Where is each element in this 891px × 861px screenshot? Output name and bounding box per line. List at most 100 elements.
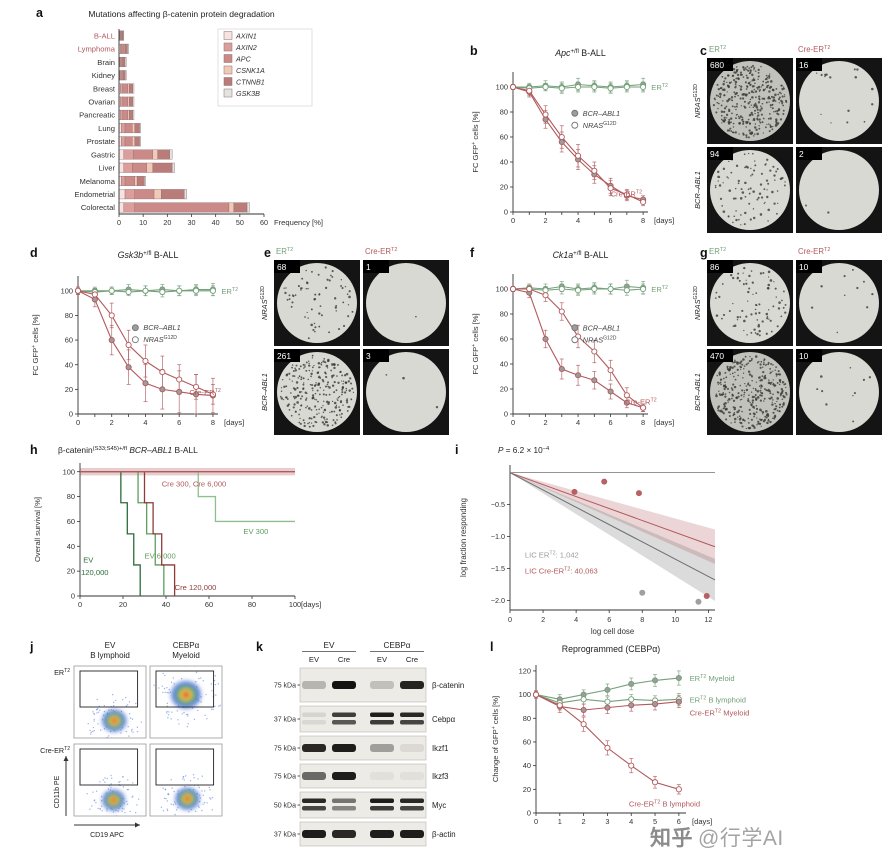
panel-label-j: j xyxy=(30,640,34,654)
svg-text:100: 100 xyxy=(63,467,75,476)
svg-text:NRASG12D​: NRASG12D​ xyxy=(260,286,269,320)
svg-text:Lung: Lung xyxy=(98,124,115,133)
zhihu-watermark: 知乎 @行学AI xyxy=(650,822,784,852)
panel-label-a: a xyxy=(36,6,43,20)
svg-text:Cre-ERT2​: Cre-ERT2​ xyxy=(189,388,221,397)
svg-text:ERT2​: ERT2​ xyxy=(651,285,668,294)
svg-text:60: 60 xyxy=(500,133,508,142)
panel-l-reprogrammed-chart: Reprogrammed (CEBPα) 0 20 40 60 80 100 120 0 1 2 3 4… xyxy=(491,644,749,826)
svg-text:Cre-ERT2​: Cre-ERT2​ xyxy=(625,398,657,407)
svg-text:60: 60 xyxy=(65,336,73,345)
svg-text:60: 60 xyxy=(523,738,531,747)
svg-text:16: 16 xyxy=(799,60,809,70)
panel-label-l: l xyxy=(490,640,494,654)
svg-text:3: 3 xyxy=(366,351,371,361)
svg-text:ERT2​ Myeloid: ERT2​ Myeloid xyxy=(690,674,735,683)
panel-b-apc-ball-chart: Apc+/fl​ B-ALL 0 20 40 60 80 100 0 2 4 6 8 [days] FC … xyxy=(471,48,674,225)
svg-text:BCR–ABL1: BCR–ABL1 xyxy=(260,373,269,411)
svg-text:NRASG12D​: NRASG12D​ xyxy=(583,335,617,344)
svg-text:Myc: Myc xyxy=(432,801,446,810)
svg-text:ERT2​: ERT2​ xyxy=(709,45,726,54)
svg-text:261: 261 xyxy=(277,351,291,361)
svg-text:Gastric: Gastric xyxy=(91,150,115,159)
svg-text:80: 80 xyxy=(65,311,73,320)
svg-text:B-ALL: B-ALL xyxy=(94,31,115,40)
panel-label-d: d xyxy=(30,246,38,260)
svg-text:Change of GFP+​ cells [%]: Change of GFP+​ cells [%] xyxy=(491,696,500,782)
svg-text:37 kDa: 37 kDa xyxy=(274,717,296,724)
svg-text:1: 1 xyxy=(558,817,562,826)
svg-text:LIC ERT2​: 1,042: LIC ERT2​: 1,042 xyxy=(525,551,579,560)
svg-text:2: 2 xyxy=(582,817,586,826)
svg-text:20: 20 xyxy=(119,600,127,609)
svg-text:BCR–ABL1: BCR–ABL1 xyxy=(143,323,180,332)
svg-text:37 kDa: 37 kDa xyxy=(274,832,296,839)
svg-text:EV: EV xyxy=(309,655,320,664)
svg-text:2: 2 xyxy=(110,418,114,427)
svg-text:40: 40 xyxy=(65,360,73,369)
svg-text:0: 0 xyxy=(76,418,80,427)
svg-text:0: 0 xyxy=(504,208,508,217)
svg-text:94: 94 xyxy=(710,149,720,159)
svg-text:ERT2​: ERT2​ xyxy=(276,247,293,256)
svg-text:1: 1 xyxy=(366,262,371,272)
svg-text:β-actin: β-actin xyxy=(432,830,456,839)
svg-text:Cre: Cre xyxy=(406,655,418,664)
svg-text:60: 60 xyxy=(205,600,213,609)
svg-text:0: 0 xyxy=(508,615,512,624)
svg-text:4: 4 xyxy=(574,615,578,624)
svg-text:BCR–ABL1: BCR–ABL1 xyxy=(693,171,702,209)
svg-text:−0.5: −0.5 xyxy=(491,500,505,509)
svg-text:Pancreatic: Pancreatic xyxy=(79,111,115,120)
svg-text:Cre-ERT2​ B lymphoid: Cre-ERT2​ B lymphoid xyxy=(629,800,700,809)
svg-text:Prostate: Prostate xyxy=(87,137,115,146)
svg-text:68: 68 xyxy=(277,262,287,272)
svg-text:Myeloid: Myeloid xyxy=(172,651,200,660)
panel-label-c: c xyxy=(700,44,707,58)
svg-text:Liver: Liver xyxy=(99,164,116,173)
svg-text:CSNK1A: CSNK1A xyxy=(236,66,265,75)
svg-text:0: 0 xyxy=(534,817,538,826)
svg-text:CD11b PE: CD11b PE xyxy=(54,775,61,808)
panel-label-g: g xyxy=(700,246,708,260)
panel-f-ck1a-ball-chart: Ck1a+/fl​ B-ALL 0 20 40 60 80 100 0 2 4 6 8 [days] FC… xyxy=(471,250,674,427)
svg-text:Kidney: Kidney xyxy=(92,71,115,80)
svg-text:Frequency [%]: Frequency [%] xyxy=(274,218,323,227)
svg-text:20: 20 xyxy=(500,385,508,394)
svg-text:Ikzf1: Ikzf1 xyxy=(432,744,448,753)
panel-label-f: f xyxy=(470,246,475,260)
svg-text:EV: EV xyxy=(83,555,94,564)
svg-text:75 kDa: 75 kDa xyxy=(274,774,296,781)
zhihu-handle-text: @行学AI xyxy=(698,827,784,850)
svg-text:6: 6 xyxy=(607,615,611,624)
svg-text:[days]: [days] xyxy=(692,817,712,826)
svg-text:Reprogrammed (CEBPα): Reprogrammed (CEBPα) xyxy=(562,644,661,654)
svg-text:2: 2 xyxy=(543,418,547,427)
svg-text:5: 5 xyxy=(653,817,657,826)
svg-text:[days]: [days] xyxy=(224,418,244,427)
svg-text:8: 8 xyxy=(641,418,645,427)
svg-text:NRASG12D​: NRASG12D​ xyxy=(693,84,702,118)
svg-text:100: 100 xyxy=(289,600,301,609)
svg-text:−2.0: −2.0 xyxy=(491,596,505,605)
svg-text:Cre 300, Cre 6,000: Cre 300, Cre 6,000 xyxy=(162,480,227,489)
svg-text:EV: EV xyxy=(105,641,116,650)
svg-text:CEBPα: CEBPα xyxy=(383,641,410,650)
svg-text:4: 4 xyxy=(143,418,147,427)
panel-label-h: h xyxy=(30,443,38,457)
svg-text:100: 100 xyxy=(496,83,508,92)
svg-text:2: 2 xyxy=(543,216,547,225)
svg-text:AXIN2: AXIN2 xyxy=(235,43,257,52)
svg-text:β-catenin: β-catenin xyxy=(432,681,464,690)
svg-text:CTNNB1: CTNNB1 xyxy=(236,78,265,87)
svg-text:20: 20 xyxy=(163,218,171,227)
svg-text:120,000: 120,000 xyxy=(81,568,108,577)
svg-text:0: 0 xyxy=(117,218,121,227)
svg-text:60: 60 xyxy=(67,517,75,526)
svg-text:Melanoma: Melanoma xyxy=(80,177,116,186)
svg-text:6: 6 xyxy=(677,817,681,826)
svg-text:40: 40 xyxy=(67,542,75,551)
svg-text:ERT2​: ERT2​ xyxy=(221,287,238,296)
